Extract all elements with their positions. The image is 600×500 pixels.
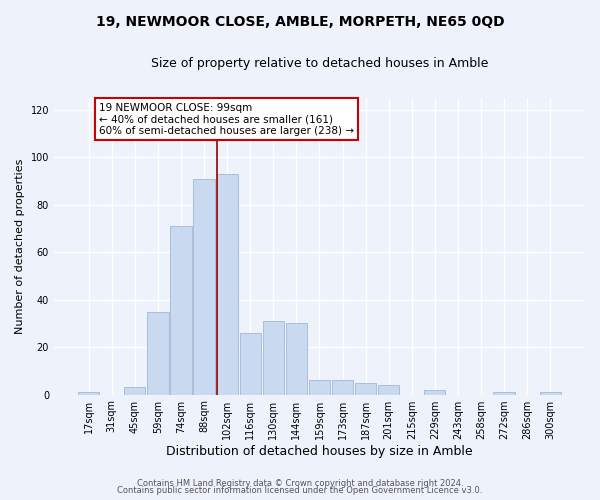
Bar: [539, 392, 561, 394]
Title: Size of property relative to detached houses in Amble: Size of property relative to detached ho…: [151, 58, 488, 70]
Bar: [147, 312, 169, 394]
Text: Contains HM Land Registry data © Crown copyright and database right 2024.: Contains HM Land Registry data © Crown c…: [137, 478, 463, 488]
Bar: [124, 388, 145, 394]
Bar: [263, 321, 284, 394]
Bar: [286, 324, 307, 394]
Bar: [309, 380, 330, 394]
X-axis label: Distribution of detached houses by size in Amble: Distribution of detached houses by size …: [166, 444, 473, 458]
Bar: [78, 392, 99, 394]
Bar: [424, 390, 445, 394]
Bar: [193, 178, 215, 394]
Bar: [355, 382, 376, 394]
Text: Contains public sector information licensed under the Open Government Licence v3: Contains public sector information licen…: [118, 486, 482, 495]
Text: 19, NEWMOOR CLOSE, AMBLE, MORPETH, NE65 0QD: 19, NEWMOOR CLOSE, AMBLE, MORPETH, NE65 …: [95, 15, 505, 29]
Bar: [332, 380, 353, 394]
Bar: [170, 226, 191, 394]
Bar: [217, 174, 238, 394]
Y-axis label: Number of detached properties: Number of detached properties: [15, 158, 25, 334]
Bar: [378, 385, 400, 394]
Bar: [239, 333, 261, 394]
Bar: [493, 392, 515, 394]
Text: 19 NEWMOOR CLOSE: 99sqm
← 40% of detached houses are smaller (161)
60% of semi-d: 19 NEWMOOR CLOSE: 99sqm ← 40% of detache…: [99, 102, 354, 136]
